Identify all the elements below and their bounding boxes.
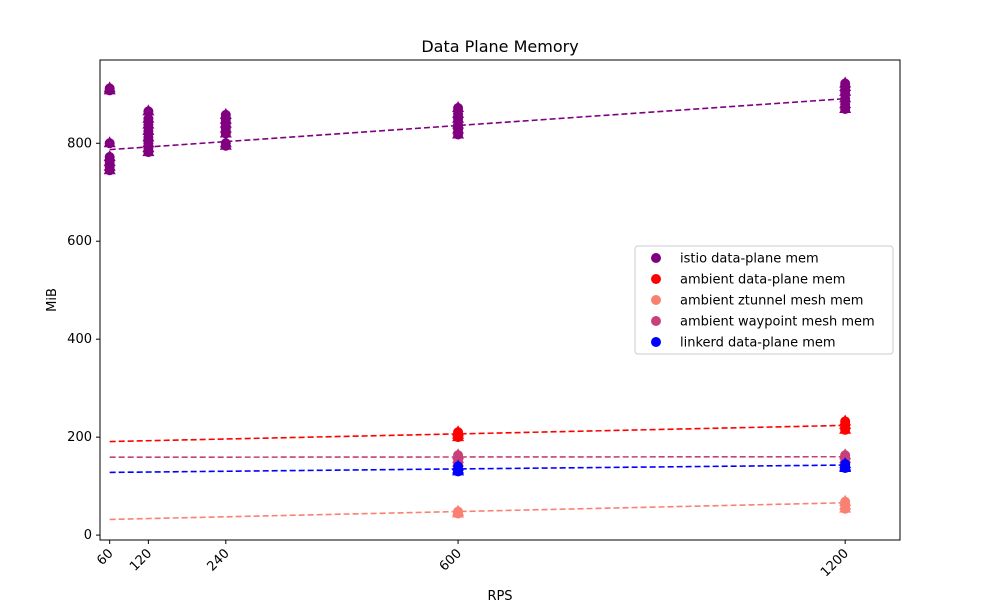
data-point-marker [839,461,852,472]
x-tick-label: 240 [204,546,232,574]
series-0 [103,76,852,176]
y-tick-label: 400 [67,332,92,347]
y-tick-label: 0 [84,528,92,543]
data-point-marker [103,136,116,148]
data-point-marker [839,84,852,96]
series-1 [109,414,852,443]
legend-label: ambient waypoint mesh mem [680,315,875,330]
data-point-marker [103,83,116,95]
series-3 [109,448,852,468]
data-point-marker [839,101,852,113]
data-point-marker [839,422,852,434]
legend-marker [651,253,661,263]
data-point-marker [142,117,155,129]
plot-area [103,76,852,521]
data-point-marker [219,138,232,150]
legend-marker [651,274,661,284]
legend-label: istio data-plane mem [680,252,819,267]
data-point-marker [142,130,155,142]
data-point-marker [142,104,155,116]
legend-marker [651,316,661,326]
x-axis: 60 120 240 600 1200 [94,540,852,580]
data-point-marker [142,111,155,123]
y-tick-label: 800 [67,136,92,151]
y-axis-label: MiB [45,288,60,312]
y-axis: 0 200 400 600 800 [67,136,100,543]
data-point-marker [103,163,116,175]
data-point-marker [452,506,465,518]
x-tick-label: 1200 [818,546,852,580]
data-point-marker [452,101,465,112]
trend-line [109,501,846,521]
trend-line [109,97,846,151]
data-point-marker [452,127,465,139]
data-point-marker [452,464,465,476]
chart-title: Data Plane Memory [421,37,578,56]
data-point-marker [839,91,852,103]
trend-line [109,464,846,474]
legend-marker [651,337,661,347]
legend-box [634,245,894,355]
y-tick-label: 600 [67,234,92,249]
data-point-marker [142,145,155,157]
legend-label: ambient data-plane mem [680,273,845,288]
x-axis-label: RPS [487,589,512,600]
x-tick-label: 600 [437,546,465,574]
y-tick-label: 200 [67,430,92,445]
x-tick-label: 60 [94,546,116,568]
data-point-marker [839,501,852,513]
legend-marker [651,295,661,305]
legend: istio data-plane mem ambient data-plane m… [634,245,894,355]
data-point-marker [219,126,232,138]
series-2 [109,494,852,521]
x-tick-label: 120 [127,546,155,574]
data-point-marker [452,430,465,442]
trend-line [109,424,846,443]
plot-frame [99,59,901,541]
data-point-marker [452,111,465,123]
series-4 [109,457,852,477]
legend-label: linkerd data-plane mem [680,336,836,351]
data-point-marker [142,124,155,136]
legend-label: ambient ztunnel mesh mem [680,294,863,309]
